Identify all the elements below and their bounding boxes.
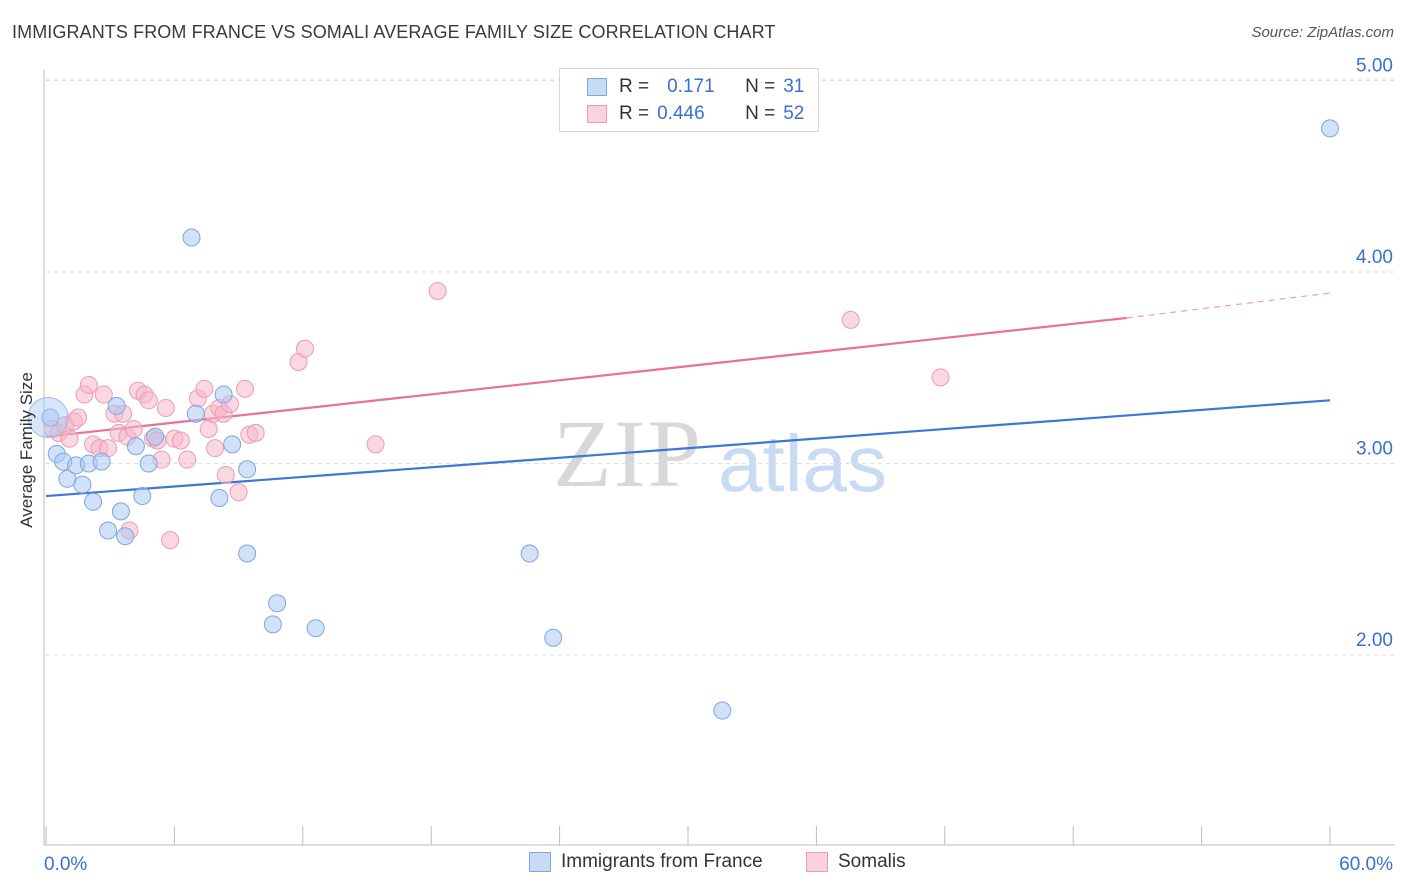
point-somalis xyxy=(931,368,950,387)
legend-r-value: 0.446 xyxy=(657,103,705,124)
point-france xyxy=(210,488,229,507)
point-cluster xyxy=(27,397,69,439)
point-somalis xyxy=(229,483,248,502)
grid-lines xyxy=(46,78,1395,656)
point-somalis xyxy=(428,282,447,301)
source-credit: Source: ZipAtlas.com xyxy=(1251,24,1394,41)
y-tick-label: 4.00 xyxy=(1356,247,1393,268)
y-tick-label: 5.00 xyxy=(1356,56,1393,77)
chart-title: IMMIGRANTS FROM FRANCE VS SOMALI AVERAGE… xyxy=(12,22,776,42)
point-france xyxy=(186,404,205,423)
x-tick-label-max: 60.0% xyxy=(1339,854,1393,875)
point-france xyxy=(713,701,732,720)
trend-france xyxy=(45,399,1331,498)
bottom-legend-label-somalis: Somalis xyxy=(838,851,906,872)
point-somalis xyxy=(139,391,158,410)
point-france xyxy=(238,460,257,479)
legend-row-somalis: R = 0.446 N = 52 xyxy=(560,101,804,127)
point-france xyxy=(520,544,539,563)
point-france xyxy=(223,435,242,454)
point-france xyxy=(146,427,165,446)
point-france xyxy=(182,228,201,247)
point-france xyxy=(84,492,103,511)
x-tick-labels: 0.0% 60.0% xyxy=(44,854,1393,875)
legend-row-france: R = 0.171 N = 31 xyxy=(560,74,804,100)
point-france xyxy=(41,408,60,427)
point-france xyxy=(107,397,126,416)
point-france xyxy=(1321,119,1339,138)
y-axis-label-wrap: Average Family Size xyxy=(14,330,40,570)
legend-r-value: 0.171 xyxy=(667,76,715,97)
y-tick-label: 2.00 xyxy=(1356,630,1393,651)
point-somalis xyxy=(366,435,385,454)
y-axis-label: Average Family Size xyxy=(17,372,36,528)
point-france xyxy=(99,521,118,540)
axes xyxy=(43,70,1395,846)
point-france xyxy=(544,628,563,647)
bottom-legend-swatch-pink xyxy=(806,852,828,872)
point-somalis xyxy=(841,310,860,329)
point-somalis xyxy=(156,398,175,417)
point-france xyxy=(126,437,145,456)
x-tick-label-min: 0.0% xyxy=(44,854,87,875)
trend-somalis-extension xyxy=(1126,292,1331,319)
legend: R = 0.171 N = 31 R = 0.446 N = 52 xyxy=(559,68,819,132)
legend-swatch-pink xyxy=(587,105,607,123)
point-somalis xyxy=(199,420,218,439)
bottom-legend-label-france: Immigrants from France xyxy=(561,851,763,872)
point-france xyxy=(306,619,325,638)
point-somalis xyxy=(246,423,265,442)
watermark-atlas: atlas xyxy=(718,419,887,508)
point-france xyxy=(238,544,257,563)
point-somalis xyxy=(206,439,225,458)
legend-n-value: 52 xyxy=(783,103,805,124)
legend-r-label: R = xyxy=(619,76,650,97)
point-france xyxy=(214,385,233,404)
y-tick-label: 3.00 xyxy=(1356,439,1393,460)
legend-n-label: N = xyxy=(745,76,776,97)
point-somalis xyxy=(195,379,214,398)
point-france xyxy=(139,454,158,473)
point-somalis xyxy=(178,450,197,469)
y-tick-labels: 2.00 3.00 4.00 5.00 xyxy=(1356,56,1393,652)
point-somalis xyxy=(94,385,113,404)
data-points xyxy=(27,119,1339,720)
point-france xyxy=(92,452,111,471)
bottom-legend-france: Immigrants from France xyxy=(529,851,763,873)
point-france xyxy=(268,594,287,613)
point-france xyxy=(116,527,135,546)
point-somalis xyxy=(171,431,190,450)
point-somalis xyxy=(236,379,255,398)
point-france xyxy=(73,475,92,494)
point-somalis xyxy=(295,339,314,358)
point-somalis xyxy=(69,408,88,427)
legend-n-label: N = xyxy=(745,103,776,124)
legend-r-label: R = xyxy=(619,103,650,124)
point-france xyxy=(263,615,282,634)
point-somalis xyxy=(216,465,235,484)
point-somalis xyxy=(161,531,180,550)
point-france xyxy=(133,487,152,506)
bottom-legend-somalis: Somalis xyxy=(806,851,906,873)
legend-swatch-blue xyxy=(587,78,607,96)
point-somalis xyxy=(79,375,98,394)
point-france xyxy=(111,502,130,521)
point-somalis xyxy=(60,429,79,448)
point-somalis xyxy=(124,420,143,439)
bottom-legend-swatch-blue xyxy=(529,852,551,872)
legend-n-value: 31 xyxy=(783,76,805,97)
bottom-legend: Immigrants from France Somalis xyxy=(0,851,1406,877)
